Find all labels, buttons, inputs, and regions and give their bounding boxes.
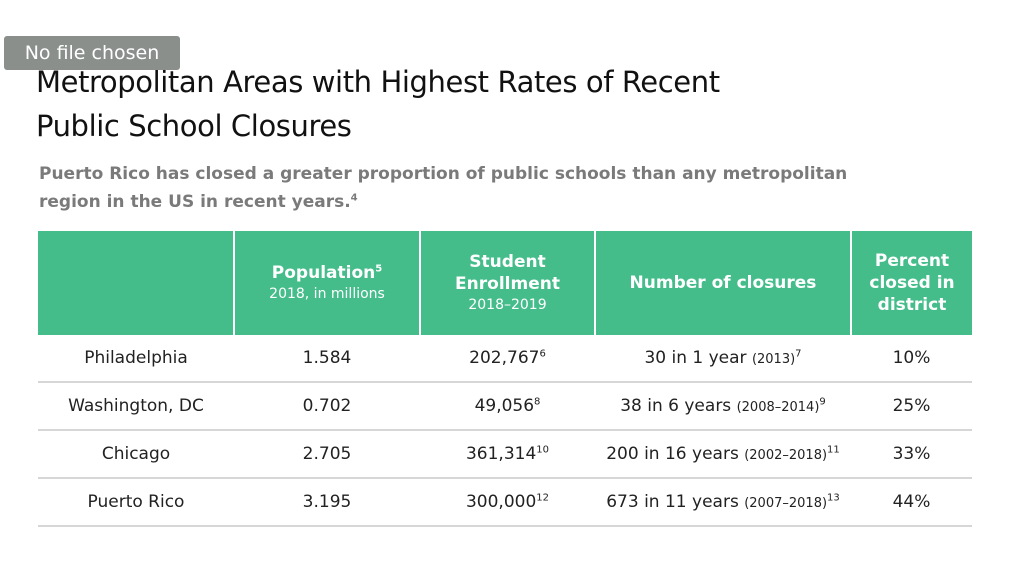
closures-period: (2002–2018) bbox=[744, 448, 828, 463]
enrollment-footnote: 10 bbox=[536, 444, 550, 456]
header-percent: Percent closed in district bbox=[851, 231, 972, 335]
header-population-footnote: 5 bbox=[375, 263, 383, 275]
closures-footnote: 13 bbox=[827, 492, 840, 504]
closures-footnote: 9 bbox=[819, 396, 826, 408]
table-header-row: Population5 2018, in millions Student En… bbox=[38, 231, 972, 335]
closures-value: 30 in 1 year bbox=[644, 348, 747, 368]
table-row: Washington, DC 0.702 49,0568 38 in 6 yea… bbox=[38, 382, 972, 431]
header-closures: Number of closures bbox=[595, 231, 852, 335]
closures-period: (2008–2014) bbox=[736, 400, 820, 415]
enrollment-footnote: 6 bbox=[539, 348, 546, 360]
cell-population: 1.584 bbox=[234, 335, 420, 383]
enrollment-value: 361,314 bbox=[465, 444, 537, 464]
cell-percent: 25% bbox=[851, 382, 972, 431]
file-input-status[interactable]: No file chosen bbox=[4, 36, 180, 70]
cell-population: 0.702 bbox=[234, 382, 420, 431]
cell-enrollment: 300,00012 bbox=[420, 478, 595, 527]
cell-percent: 10% bbox=[851, 335, 972, 383]
header-region bbox=[38, 231, 235, 335]
cell-closures: 200 in 16 years (2002–2018)11 bbox=[595, 430, 851, 479]
subtitle-text: Puerto Rico has closed a greater proport… bbox=[39, 164, 848, 212]
table-row: Philadelphia 1.584 202,7676 30 in 1 year… bbox=[38, 335, 972, 383]
enrollment-footnote: 12 bbox=[536, 492, 550, 504]
table-row: Chicago 2.705 361,31410 200 in 16 years … bbox=[38, 430, 972, 479]
header-population-sub: 2018, in millions bbox=[269, 286, 385, 302]
closures-period: (2013) bbox=[751, 352, 796, 367]
cell-closures: 30 in 1 year (2013)7 bbox=[595, 335, 851, 383]
header-enrollment: Student Enrollment 2018–2019 bbox=[420, 231, 596, 335]
cell-percent: 33% bbox=[851, 430, 972, 479]
header-population-label: Population bbox=[271, 263, 376, 283]
enrollment-footnote: 8 bbox=[534, 396, 541, 408]
cell-closures: 38 in 6 years (2008–2014)9 bbox=[595, 382, 851, 431]
cell-region: Chicago bbox=[38, 430, 234, 479]
cell-population: 3.195 bbox=[234, 478, 420, 527]
cell-closures: 673 in 11 years (2007–2018)13 bbox=[595, 478, 851, 527]
closures-footnote: 11 bbox=[827, 444, 840, 456]
closures-footnote: 7 bbox=[795, 348, 802, 360]
enrollment-value: 49,056 bbox=[474, 396, 535, 416]
page-title: Metropolitan Areas with Highest Rates of… bbox=[36, 65, 720, 143]
header-enrollment-label: Student Enrollment bbox=[455, 252, 560, 294]
cell-population: 2.705 bbox=[234, 430, 420, 479]
enrollment-value: 300,000 bbox=[465, 492, 537, 512]
cell-region: Washington, DC bbox=[38, 382, 234, 431]
cell-region: Philadelphia bbox=[38, 335, 234, 383]
header-enrollment-sub: 2018–2019 bbox=[468, 297, 547, 313]
table-row: Puerto Rico 3.195 300,00012 673 in 11 ye… bbox=[38, 478, 972, 527]
header-population: Population5 2018, in millions bbox=[234, 231, 421, 335]
closures-period: (2007–2018) bbox=[744, 496, 828, 511]
cell-enrollment: 202,7676 bbox=[420, 335, 595, 383]
cell-enrollment: 361,31410 bbox=[420, 430, 595, 479]
closures-value: 673 in 11 years bbox=[606, 492, 739, 512]
cell-enrollment: 49,0568 bbox=[420, 382, 595, 431]
closures-value: 38 in 6 years bbox=[620, 396, 732, 416]
subtitle-footnote: 4 bbox=[350, 192, 358, 204]
cell-region: Puerto Rico bbox=[38, 478, 234, 527]
enrollment-value: 202,767 bbox=[469, 348, 540, 368]
closures-table: Population5 2018, in millions Student En… bbox=[38, 231, 972, 527]
cell-percent: 44% bbox=[851, 478, 972, 527]
subtitle: Puerto Rico has closed a greater proport… bbox=[39, 160, 859, 216]
closures-value: 200 in 16 years bbox=[606, 444, 739, 464]
